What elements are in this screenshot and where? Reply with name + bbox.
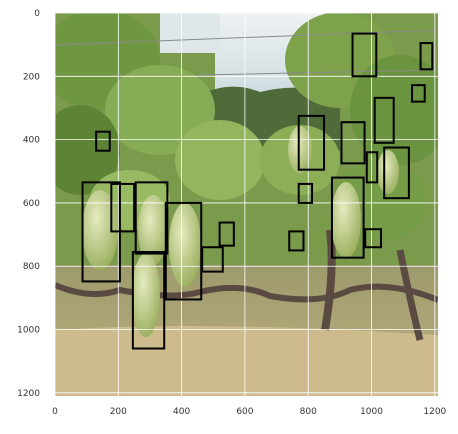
x-tick-label-2: 400 — [173, 407, 190, 417]
x-tick-label-4: 800 — [300, 407, 317, 417]
y-tick-label-2: 400 — [23, 136, 40, 146]
bounding-box-7 — [365, 151, 379, 184]
bounding-box-13 — [131, 250, 166, 350]
bounding-box-1 — [419, 42, 434, 71]
bounding-box-3 — [373, 96, 395, 144]
bounding-box-5 — [340, 121, 366, 165]
bounding-box-10 — [110, 182, 136, 233]
bounding-box-8 — [95, 130, 111, 152]
x-tick-label-5: 1000 — [360, 407, 383, 417]
y-tick-label-5: 1000 — [17, 326, 40, 336]
y-tick-label-0: 0 — [34, 9, 40, 19]
x-tick-label-6: 1200 — [423, 407, 446, 417]
bounding-box-4 — [297, 114, 326, 171]
bounding-box-18 — [330, 176, 365, 259]
bounding-box-2 — [411, 84, 426, 103]
y-tick-label-3: 600 — [23, 199, 40, 209]
y-tick-label-6: 1200 — [17, 389, 40, 399]
bounding-box-6 — [383, 146, 410, 200]
x-tick-label-1: 200 — [110, 407, 127, 417]
bounding-boxes — [81, 32, 434, 350]
bounding-box-17 — [288, 230, 305, 252]
bounding-box-19 — [364, 228, 383, 249]
x-axis-ticks: 0 200 400 600 800 1000 1200 — [52, 407, 446, 417]
x-tick-label-3: 600 — [236, 407, 253, 417]
bounding-box-16 — [297, 182, 314, 204]
x-tick-label-0: 0 — [52, 407, 58, 417]
bounding-box-0 — [351, 32, 378, 78]
y-tick-label-4: 800 — [23, 262, 40, 272]
bounding-box-15 — [218, 221, 235, 247]
y-tick-label-1: 200 — [23, 72, 40, 82]
bounding-box-11 — [134, 181, 169, 255]
y-axis-ticks: 0 200 400 600 800 1000 1200 — [17, 9, 40, 399]
bounding-box-14 — [201, 246, 224, 273]
